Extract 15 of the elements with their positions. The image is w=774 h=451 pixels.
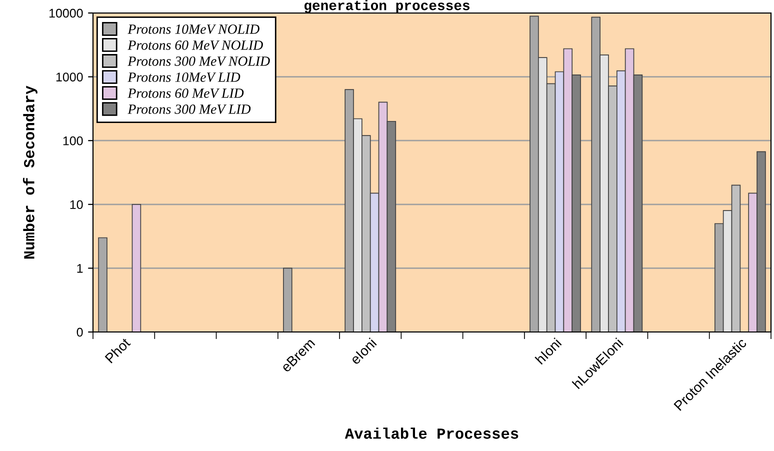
y-tick-label: 1000 (56, 72, 83, 82)
legend-label: Protons 300 MeV LID (128, 104, 251, 114)
x-axis-title: Available Processes (344, 428, 518, 439)
y-tick-label: 1 (77, 264, 83, 273)
y-tick-label: 0 (76, 328, 83, 337)
legend-label: Protons 10MeV NOLID (128, 24, 260, 34)
legend-label: Protons 60 MeV LID (128, 88, 244, 98)
y-tick-label: 10000 (49, 8, 83, 18)
chart-title: generation processes (304, 0, 470, 14)
y-axis-title: Number of Secondary (22, 86, 38, 259)
y-tick-label: 100 (63, 136, 83, 146)
legend-label: Protons 300 MeV NOLID (128, 56, 270, 66)
y-tick-label: 10 (70, 200, 83, 210)
legend-label: Protons 10MeV LID (128, 72, 240, 82)
legend-label: Protons 60 MeV NOLID (128, 40, 263, 50)
